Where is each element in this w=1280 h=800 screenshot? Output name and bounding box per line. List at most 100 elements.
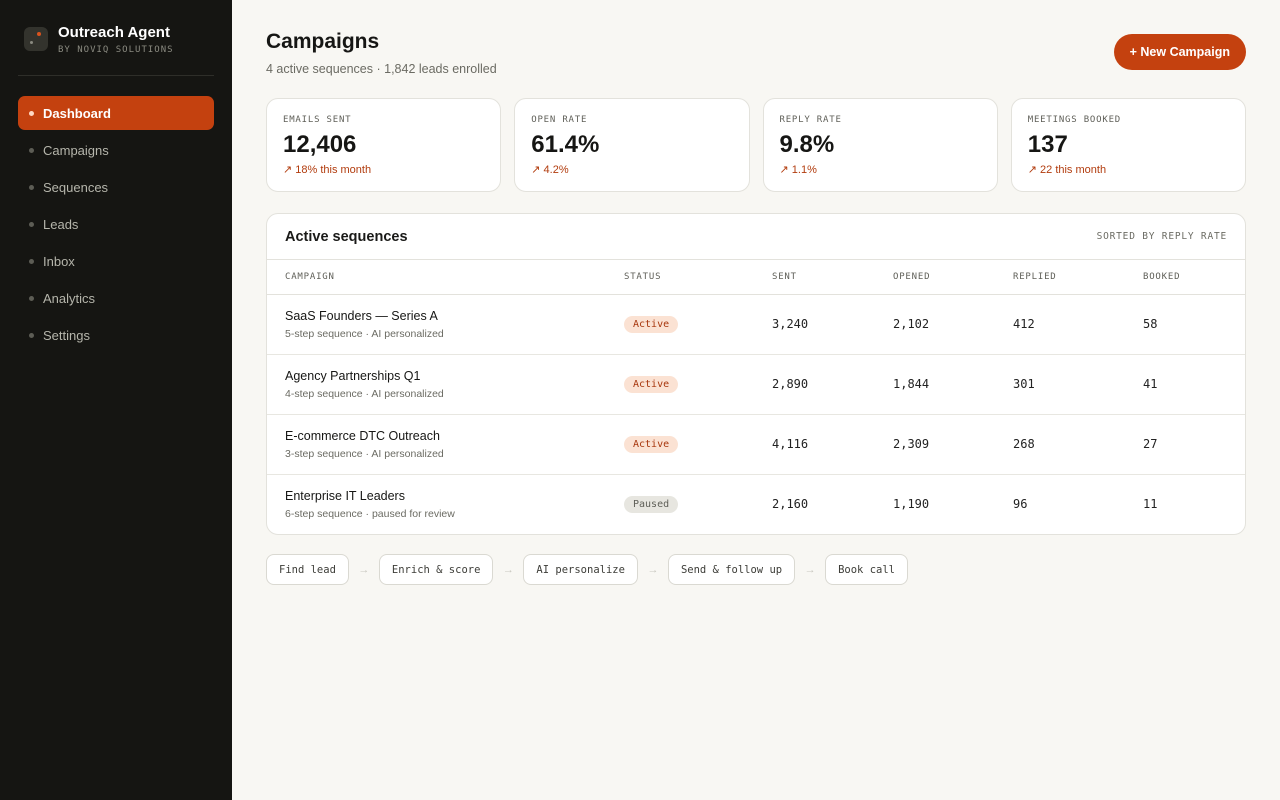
opened-cell: 2,309 bbox=[893, 414, 1013, 475]
table-title: Active sequences bbox=[285, 228, 408, 245]
sent-cell: 4,116 bbox=[772, 414, 893, 475]
table-row[interactable]: SaaS Founders — Series A 5-step sequence … bbox=[267, 294, 1245, 355]
campaign-meta: 4-step sequence · AI personalized bbox=[285, 387, 444, 400]
flow-step-send-follow-up[interactable]: Send & follow up bbox=[667, 554, 796, 585]
sidebar-item-label: Campaigns bbox=[43, 142, 109, 158]
stat-label: OPEN RATE bbox=[531, 115, 588, 125]
sidebar-item-analytics[interactable]: Analytics bbox=[18, 281, 214, 315]
bullet-icon bbox=[29, 147, 34, 153]
sidebar-item-sequences[interactable]: Sequences bbox=[18, 170, 214, 204]
status-badge: Active bbox=[624, 315, 679, 333]
status-badge: Active bbox=[624, 375, 679, 393]
campaign-name[interactable]: Agency Partnerships Q1 bbox=[285, 368, 421, 383]
column-header-sent[interactable]: SENT bbox=[772, 260, 893, 295]
table-header-row: CAMPAIGN STATUS SENT OPENED REPLIED BOOK… bbox=[267, 260, 1245, 295]
sidebar-item-label: Leads bbox=[43, 216, 79, 232]
stat-label: REPLY RATE bbox=[779, 115, 842, 125]
brand-subtitle: BY NOVIQ SOLUTIONS bbox=[58, 45, 174, 55]
column-header-booked[interactable]: BOOKED bbox=[1143, 260, 1245, 295]
sent-cell: 2,890 bbox=[772, 354, 893, 415]
arrow-right-icon: → bbox=[502, 563, 514, 576]
brand: Outreach Agent BY NOVIQ SOLUTIONS bbox=[18, 24, 214, 76]
opened-cell: 1,190 bbox=[893, 497, 930, 512]
bullet-icon bbox=[29, 110, 34, 116]
status-badge: Paused bbox=[624, 495, 679, 513]
campaign-meta: 5-step sequence · AI personalized bbox=[285, 327, 444, 340]
replied-cell: 301 bbox=[1013, 354, 1143, 415]
table-header-bar: Active sequences SORTED BY REPLY RATE bbox=[267, 214, 1245, 260]
new-campaign-button[interactable]: + New Campaign bbox=[1113, 34, 1246, 70]
status-badge: Active bbox=[624, 435, 679, 453]
stat-value: 61.4% bbox=[531, 131, 600, 158]
stat-delta: ↗ 1.1% bbox=[779, 164, 817, 176]
sort-label[interactable]: SORTED BY REPLY RATE bbox=[1096, 231, 1227, 242]
bullet-icon bbox=[29, 221, 34, 227]
sidebar-item-label: Analytics bbox=[43, 290, 96, 306]
sidebar-item-label: Sequences bbox=[43, 179, 109, 195]
bullet-icon bbox=[29, 184, 34, 190]
replied-cell: 268 bbox=[1013, 414, 1143, 475]
campaign-name[interactable]: E-commerce DTC Outreach bbox=[285, 428, 440, 443]
sidebar: Outreach Agent BY NOVIQ SOLUTIONS Dashbo… bbox=[0, 0, 232, 800]
column-header-status[interactable]: STATUS bbox=[624, 260, 772, 295]
sidebar-item-label: Inbox bbox=[43, 253, 75, 269]
page-header: Campaigns 4 active sequences · 1,842 lea… bbox=[266, 28, 1246, 76]
stat-value: 9.8% bbox=[779, 131, 835, 158]
bullet-icon bbox=[29, 258, 34, 264]
booked-cell: 27 bbox=[1143, 414, 1245, 475]
campaign-name[interactable]: SaaS Founders — Series A bbox=[285, 308, 438, 323]
stat-value: 12,406 bbox=[283, 131, 357, 158]
booked-cell: 41 bbox=[1143, 354, 1245, 415]
stat-delta: ↗ 4.2% bbox=[531, 164, 569, 176]
sequences-table: CAMPAIGN STATUS SENT OPENED REPLIED BOOK… bbox=[267, 260, 1245, 534]
opened-cell: 2,102 bbox=[893, 294, 1013, 355]
booked-cell: 58 bbox=[1143, 294, 1245, 355]
stat-card-meetings-booked: MEETINGS BOOKED 137 ↗ 22 this month bbox=[1010, 98, 1246, 192]
sidebar-item-settings[interactable]: Settings bbox=[18, 318, 214, 352]
stat-value: 137 bbox=[1027, 131, 1068, 158]
campaign-meta: 6-step sequence · paused for review bbox=[285, 507, 455, 520]
bullet-icon bbox=[29, 295, 34, 301]
stat-delta: ↗ 18% this month bbox=[283, 164, 372, 176]
sidebar-item-campaigns[interactable]: Campaigns bbox=[18, 133, 214, 167]
replied-cell: 96 bbox=[1013, 497, 1028, 512]
booked-cell: 11 bbox=[1143, 497, 1158, 512]
sent-cell: 2,160 bbox=[772, 497, 809, 512]
bullet-icon bbox=[29, 332, 34, 338]
flow-step-enrich-score[interactable]: Enrich & score bbox=[378, 554, 494, 585]
opened-cell: 1,844 bbox=[893, 354, 1013, 415]
flow-step-book-call[interactable]: Book call bbox=[825, 554, 908, 585]
sidebar-item-label: Dashboard bbox=[43, 105, 111, 121]
column-header-campaign[interactable]: CAMPAIGN bbox=[267, 260, 624, 295]
stats-row: EMAILS SENT 12,406 ↗ 18% this month OPEN… bbox=[266, 98, 1246, 192]
logo-icon bbox=[24, 27, 48, 51]
table-row[interactable]: E-commerce DTC Outreach 3-step sequence ·… bbox=[267, 414, 1245, 475]
flow-step-ai-personalize[interactable]: AI personalize bbox=[523, 554, 638, 585]
main-content: Campaigns 4 active sequences · 1,842 lea… bbox=[232, 0, 1280, 800]
stat-card-emails-sent: EMAILS SENT 12,406 ↗ 18% this month bbox=[266, 98, 502, 192]
column-header-replied[interactable]: REPLIED bbox=[1013, 260, 1143, 295]
sidebar-item-leads[interactable]: Leads bbox=[18, 207, 214, 241]
flow-step-find-lead[interactable]: Find lead bbox=[266, 554, 349, 585]
page-title: Campaigns bbox=[266, 30, 380, 53]
workflow-steps: Find lead → Enrich & score → AI personal… bbox=[266, 554, 1246, 585]
sidebar-item-label: Settings bbox=[43, 327, 90, 343]
table-row[interactable]: Enterprise IT Leaders 6-step sequence · p… bbox=[267, 474, 1245, 534]
stat-label: MEETINGS BOOKED bbox=[1027, 115, 1122, 125]
active-sequences-card: Active sequences SORTED BY REPLY RATE CA… bbox=[266, 213, 1246, 535]
table-row[interactable]: Agency Partnerships Q1 4-step sequence · … bbox=[267, 354, 1245, 415]
sidebar-item-dashboard[interactable]: Dashboard bbox=[18, 96, 214, 130]
campaign-meta: 3-step sequence · AI personalized bbox=[285, 447, 444, 460]
replied-cell: 412 bbox=[1013, 294, 1143, 355]
stat-card-reply-rate: REPLY RATE 9.8% ↗ 1.1% bbox=[762, 98, 998, 192]
arrow-right-icon: → bbox=[358, 563, 370, 576]
sidebar-nav: Dashboard Campaigns Sequences Leads Inbo… bbox=[18, 96, 214, 352]
stat-label: EMAILS SENT bbox=[283, 115, 352, 125]
arrow-right-icon: → bbox=[647, 563, 659, 576]
stat-delta: ↗ 22 this month bbox=[1027, 164, 1107, 176]
campaign-name[interactable]: Enterprise IT Leaders bbox=[285, 488, 405, 503]
sent-cell: 3,240 bbox=[772, 294, 893, 355]
column-header-opened[interactable]: OPENED bbox=[893, 260, 1013, 295]
page-subtitle: 4 active sequences · 1,842 leads enrolle… bbox=[266, 62, 497, 76]
sidebar-item-inbox[interactable]: Inbox bbox=[18, 244, 214, 278]
